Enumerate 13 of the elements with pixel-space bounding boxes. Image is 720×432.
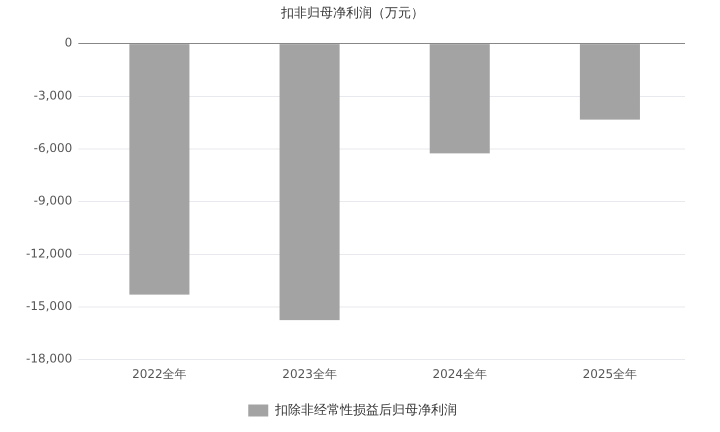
y-tick-label: -6,000	[34, 141, 72, 156]
y-tick-label: 0	[64, 36, 72, 50]
x-tick-label: 2024全年	[432, 366, 488, 381]
y-tick-label: -3,000	[34, 88, 72, 102]
chart-title: 扣非归母净利润（万元）	[280, 6, 424, 22]
x-tick-label: 2025全年	[582, 366, 638, 381]
x-tick-label: 2022全年	[132, 366, 187, 381]
legend-label: 扣除非经常性损益后归母净利润	[274, 402, 457, 418]
x-tick-label: 2023全年	[282, 366, 337, 381]
y-tick-label: -9,000	[34, 194, 72, 208]
y-tick-label: -12,000	[26, 246, 72, 260]
y-tick-label: -18,000	[26, 352, 72, 366]
y-tick-label: -15,000	[26, 299, 72, 314]
